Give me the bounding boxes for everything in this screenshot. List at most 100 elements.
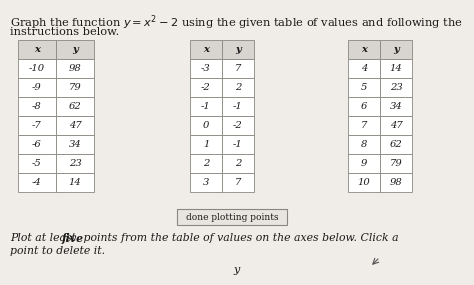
Bar bbox=[190, 173, 222, 192]
Bar bbox=[56, 154, 94, 173]
Text: 4: 4 bbox=[361, 64, 367, 73]
Bar bbox=[18, 173, 56, 192]
Bar bbox=[222, 78, 254, 97]
Bar bbox=[222, 59, 254, 78]
Bar bbox=[348, 173, 380, 192]
Text: 79: 79 bbox=[69, 83, 82, 92]
Text: 2: 2 bbox=[235, 159, 241, 168]
Bar bbox=[190, 97, 222, 116]
Bar bbox=[348, 40, 380, 59]
Text: 3: 3 bbox=[203, 178, 209, 187]
Text: y: y bbox=[235, 45, 241, 54]
Bar bbox=[222, 116, 254, 135]
Text: 14: 14 bbox=[69, 178, 82, 187]
Text: Graph the function $y = x^2 - 2$ using the given table of values and following t: Graph the function $y = x^2 - 2$ using t… bbox=[10, 13, 463, 32]
Bar bbox=[190, 78, 222, 97]
Bar bbox=[56, 59, 94, 78]
Bar bbox=[190, 135, 222, 154]
Bar bbox=[18, 135, 56, 154]
Text: x: x bbox=[203, 45, 209, 54]
Text: 62: 62 bbox=[69, 102, 82, 111]
Text: -1: -1 bbox=[201, 102, 211, 111]
Text: five: five bbox=[62, 233, 84, 244]
Text: y: y bbox=[234, 265, 240, 275]
Text: y: y bbox=[72, 45, 78, 54]
Bar bbox=[380, 116, 412, 135]
Text: 34: 34 bbox=[390, 102, 402, 111]
Text: point to delete it.: point to delete it. bbox=[10, 246, 105, 256]
Bar bbox=[380, 78, 412, 97]
Bar bbox=[348, 97, 380, 116]
Bar bbox=[380, 97, 412, 116]
Text: x: x bbox=[361, 45, 367, 54]
Bar bbox=[18, 116, 56, 135]
Text: -1: -1 bbox=[233, 140, 243, 149]
Text: 7: 7 bbox=[361, 121, 367, 130]
Text: 10: 10 bbox=[357, 178, 370, 187]
Bar bbox=[56, 116, 94, 135]
Text: 5: 5 bbox=[361, 83, 367, 92]
Bar bbox=[222, 154, 254, 173]
Bar bbox=[380, 40, 412, 59]
Text: -1: -1 bbox=[233, 102, 243, 111]
Text: 0: 0 bbox=[203, 121, 209, 130]
Text: -6: -6 bbox=[32, 140, 42, 149]
Bar bbox=[222, 40, 254, 59]
Text: -9: -9 bbox=[32, 83, 42, 92]
Text: 98: 98 bbox=[69, 64, 82, 73]
Bar bbox=[380, 154, 412, 173]
Text: done plotting points: done plotting points bbox=[186, 213, 278, 221]
Text: -7: -7 bbox=[32, 121, 42, 130]
Text: -2: -2 bbox=[233, 121, 243, 130]
Text: 79: 79 bbox=[390, 159, 402, 168]
Text: 23: 23 bbox=[69, 159, 82, 168]
Bar bbox=[56, 97, 94, 116]
Bar bbox=[348, 78, 380, 97]
Text: 62: 62 bbox=[390, 140, 402, 149]
Bar bbox=[177, 209, 287, 225]
Bar bbox=[380, 59, 412, 78]
Bar bbox=[56, 173, 94, 192]
Text: 34: 34 bbox=[69, 140, 82, 149]
Bar bbox=[190, 154, 222, 173]
Bar bbox=[222, 97, 254, 116]
Bar bbox=[190, 116, 222, 135]
Text: instructions below.: instructions below. bbox=[10, 27, 119, 37]
Text: 6: 6 bbox=[361, 102, 367, 111]
Text: -4: -4 bbox=[32, 178, 42, 187]
Text: 14: 14 bbox=[390, 64, 402, 73]
Text: -2: -2 bbox=[201, 83, 211, 92]
Text: -10: -10 bbox=[29, 64, 45, 73]
Text: 2: 2 bbox=[235, 83, 241, 92]
Bar bbox=[56, 135, 94, 154]
Bar bbox=[190, 40, 222, 59]
Text: points from the table of values on the axes below. Click a: points from the table of values on the a… bbox=[80, 233, 399, 243]
Text: -3: -3 bbox=[201, 64, 211, 73]
Bar bbox=[348, 154, 380, 173]
Bar bbox=[348, 59, 380, 78]
Bar bbox=[222, 173, 254, 192]
Bar bbox=[380, 135, 412, 154]
Text: 7: 7 bbox=[235, 64, 241, 73]
Text: y: y bbox=[393, 45, 399, 54]
Bar bbox=[56, 78, 94, 97]
Text: x: x bbox=[34, 45, 40, 54]
Text: -5: -5 bbox=[32, 159, 42, 168]
Text: 8: 8 bbox=[361, 140, 367, 149]
Text: 2: 2 bbox=[203, 159, 209, 168]
Bar bbox=[190, 59, 222, 78]
Text: 9: 9 bbox=[361, 159, 367, 168]
Text: 7: 7 bbox=[235, 178, 241, 187]
Text: 98: 98 bbox=[390, 178, 402, 187]
Bar bbox=[380, 173, 412, 192]
Bar bbox=[18, 97, 56, 116]
Bar bbox=[18, 59, 56, 78]
Bar bbox=[348, 135, 380, 154]
Text: 47: 47 bbox=[69, 121, 82, 130]
Text: 1: 1 bbox=[203, 140, 209, 149]
Bar bbox=[348, 116, 380, 135]
Bar bbox=[18, 78, 56, 97]
Bar bbox=[222, 135, 254, 154]
Text: Plot at least: Plot at least bbox=[10, 233, 80, 243]
Bar bbox=[18, 40, 56, 59]
